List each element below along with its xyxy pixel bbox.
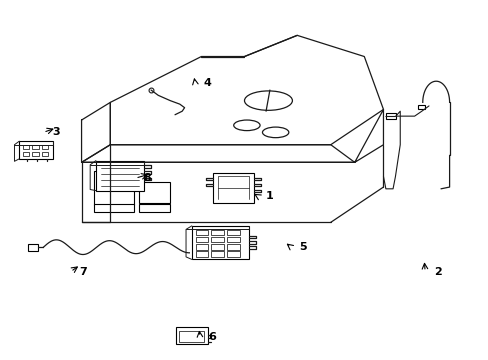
Bar [213, 173, 254, 203]
Text: 7: 7 [79, 267, 87, 277]
Bar [195, 237, 208, 242]
Text: 8: 8 [143, 173, 151, 183]
Bar [139, 182, 170, 203]
Ellipse shape [244, 91, 292, 110]
Bar [32, 145, 39, 149]
Text: 5: 5 [299, 242, 306, 252]
Bar [93, 204, 134, 212]
Bar [19, 141, 53, 159]
Bar [227, 244, 239, 249]
Bar [195, 251, 208, 257]
Bar [211, 237, 224, 242]
Bar [139, 204, 170, 212]
Text: 6: 6 [208, 332, 216, 342]
Text: 3: 3 [52, 127, 60, 138]
Text: 4: 4 [203, 78, 211, 88]
Bar [32, 152, 39, 156]
Bar [195, 244, 208, 249]
Bar [211, 230, 224, 235]
Bar [179, 330, 204, 342]
Bar [227, 230, 239, 235]
Ellipse shape [233, 120, 260, 131]
Bar [41, 152, 48, 156]
Bar [417, 105, 424, 109]
Bar [211, 251, 224, 257]
Bar [28, 244, 39, 251]
Ellipse shape [262, 127, 288, 138]
Bar [96, 161, 143, 190]
Bar [93, 171, 134, 205]
Bar [176, 327, 207, 344]
Bar [227, 237, 239, 242]
Bar [41, 145, 48, 149]
Bar [22, 152, 29, 156]
Bar [195, 230, 208, 235]
Bar [22, 145, 29, 149]
Text: 2: 2 [433, 267, 441, 277]
Text: 1: 1 [265, 191, 273, 201]
Bar [211, 244, 224, 249]
Bar [191, 226, 249, 259]
Bar [227, 251, 239, 257]
Bar [385, 113, 396, 119]
